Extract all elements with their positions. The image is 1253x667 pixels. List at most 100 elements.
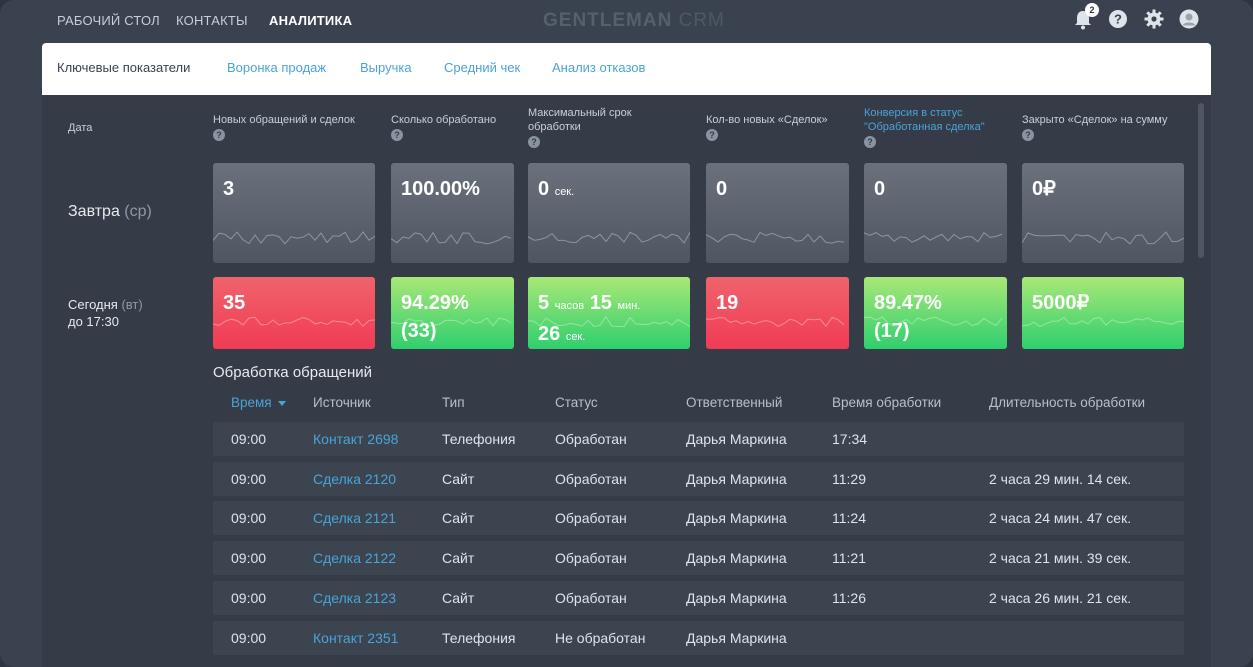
cell-source[interactable]: Сделка 2123 <box>313 589 397 606</box>
metric-value: 100.00% <box>401 178 480 200</box>
logo-name: GENTLEMAN <box>543 10 673 31</box>
metric-card[interactable]: 0 <box>864 163 1007 263</box>
metric-value: 94.29% <box>401 292 469 314</box>
metric-header-max-time: Максимальный срок обработки ? <box>528 106 668 149</box>
section-title: Обработка обращений <box>213 364 372 381</box>
table-row[interactable]: 09:00 Контакт 2351 Телефония Не обработан Да… <box>213 620 1184 655</box>
metric-card[interactable]: 3 <box>213 163 375 263</box>
sparkline <box>528 315 690 328</box>
metric-header-label: Конверсия в статус "Обработанная сделка" <box>864 107 985 133</box>
tab-revenue[interactable]: Выручка <box>360 60 412 75</box>
cell-source[interactable]: Сделка 2121 <box>313 510 397 527</box>
metric-value: 35 <box>223 292 246 314</box>
metric-card[interactable]: 100.00% <box>391 163 514 263</box>
metric-value: 0 <box>874 178 886 200</box>
tab-refusal-analysis[interactable]: Анализ отказов <box>552 60 646 75</box>
logo: GENTLEMAN CRM <box>543 10 725 32</box>
scrollbar[interactable] <box>1198 103 1204 258</box>
sparkline <box>706 316 845 328</box>
metric-card[interactable]: 89.47% (17) <box>864 277 1007 349</box>
cell-processing-time: 11:24 <box>832 510 866 527</box>
metric-card[interactable]: 0 сек. <box>528 163 690 263</box>
row-label-weekday: (вт) <box>121 297 143 312</box>
metric-card[interactable]: 94.29% (33) <box>391 277 514 349</box>
metric-header-conversion[interactable]: Конверсия в статус "Обработанная сделка"… <box>864 106 1004 149</box>
metric-card[interactable]: 35 <box>213 277 375 349</box>
row-label-today: Сегодня (вт) до 17:30 <box>68 296 143 330</box>
nav-contacts[interactable]: Контакты <box>176 13 248 28</box>
help-icon[interactable]: ? <box>1022 129 1034 141</box>
metric-value: 19 <box>716 292 739 314</box>
column-header-processing-time[interactable]: Время обработки <box>832 395 942 410</box>
tab-average-check[interactable]: Средний чек <box>444 60 521 75</box>
sparkline <box>213 316 375 328</box>
cell-source[interactable]: Контакт 2351 <box>313 629 399 646</box>
sparkline <box>391 317 512 328</box>
cell-status: Обработан <box>555 510 627 527</box>
column-header-source[interactable]: Источник <box>313 395 371 410</box>
metric-hours: 5 <box>538 292 550 314</box>
cell-responsible: Дарья Маркина <box>686 470 787 487</box>
row-label-weekday: (ср) <box>124 203 152 220</box>
cell-source[interactable]: Сделка 2122 <box>313 550 397 567</box>
metric-card[interactable]: 5 часов 15 мин. 26 сек. <box>528 277 690 349</box>
cell-responsible: Дарья Маркина <box>686 629 787 646</box>
cell-source[interactable]: Сделка 2120 <box>313 470 397 487</box>
help-icon[interactable]: ? <box>1108 9 1130 31</box>
row-label-day: Завтра <box>68 203 120 220</box>
metric-card[interactable]: 19 <box>706 277 849 349</box>
cell-type: Телефония <box>442 431 516 447</box>
cell-processing-time: 11:29 <box>832 470 866 487</box>
metric-card[interactable]: 0 <box>706 163 849 263</box>
cell-status: Обработан <box>555 431 627 447</box>
table-row[interactable]: 09:00 Контакт 2698 Телефония Обработан Дарья… <box>213 422 1184 456</box>
column-header-label: Время <box>231 395 272 410</box>
column-header-responsible[interactable]: Ответственный <box>686 395 783 410</box>
cell-time: 09:00 <box>231 629 267 646</box>
metric-value: 3 <box>223 178 235 200</box>
cell-responsible: Дарья Маркина <box>686 510 787 527</box>
help-icon[interactable]: ? <box>706 129 718 141</box>
cell-source[interactable]: Контакт 2698 <box>313 431 399 447</box>
metric-value: 0 <box>538 178 550 200</box>
metric-unit: часов <box>554 300 585 312</box>
sparkline <box>1022 316 1184 328</box>
cell-type: Сайт <box>442 589 475 606</box>
metric-count: (33) <box>401 320 437 342</box>
top-navigation: Рабочий стол Контакты Аналитика GENTLEMA… <box>0 0 1253 42</box>
cell-status: Обработан <box>555 470 627 487</box>
bell-icon[interactable]: 2 <box>1073 3 1099 31</box>
tab-sales-funnel[interactable]: Воронка продаж <box>227 60 327 75</box>
metric-value: 0 <box>716 178 728 200</box>
cell-responsible: Дарья Маркина <box>686 550 787 567</box>
help-icon[interactable]: ? <box>391 129 403 141</box>
help-icon[interactable]: ? <box>864 136 876 148</box>
column-header-status[interactable]: Статус <box>555 395 598 410</box>
help-icon[interactable]: ? <box>528 136 540 148</box>
table-row[interactable]: 09:00 Сделка 2123 Сайт Обработан Дарья Марки… <box>213 580 1184 615</box>
column-header-type[interactable]: Тип <box>442 395 465 410</box>
sparkline <box>1022 231 1184 245</box>
metric-header-closed-sum: Закрыто «Сделок» на сумму ? <box>1022 113 1197 142</box>
metric-card[interactable]: 0₽ <box>1022 163 1184 263</box>
table-row[interactable]: 09:00 Сделка 2120 Сайт Обработан Дарья Марки… <box>213 461 1184 496</box>
tab-key-metrics[interactable]: Ключевые показатели <box>57 60 191 75</box>
metric-header-label: Максимальный срок обработки <box>528 107 632 133</box>
metric-card[interactable]: 5000₽ <box>1022 277 1184 349</box>
metric-value: 0₽ <box>1032 178 1056 200</box>
user-icon[interactable] <box>1179 9 1201 31</box>
column-header-time[interactable]: Время <box>231 395 286 410</box>
row-label-tomorrow: Завтра (ср) <box>68 203 152 221</box>
table-row[interactable]: 09:00 Сделка 2121 Сайт Обработан Дарья Марки… <box>213 501 1184 536</box>
nav-desktop[interactable]: Рабочий стол <box>57 13 160 28</box>
column-header-duration[interactable]: Длительность обработки <box>989 395 1146 410</box>
gear-icon[interactable] <box>1144 9 1166 31</box>
nav-analytics[interactable]: Аналитика <box>269 13 353 28</box>
notification-badge: 2 <box>1085 3 1099 17</box>
cell-type: Сайт <box>442 510 475 527</box>
sparkline <box>864 231 1003 243</box>
cell-type: Телефония <box>442 629 516 646</box>
help-icon[interactable]: ? <box>213 129 225 141</box>
table-row[interactable]: 09:00 Сделка 2122 Сайт Обработан Дарья Марки… <box>213 541 1184 576</box>
cell-processing-time: 17:34 <box>832 431 868 447</box>
